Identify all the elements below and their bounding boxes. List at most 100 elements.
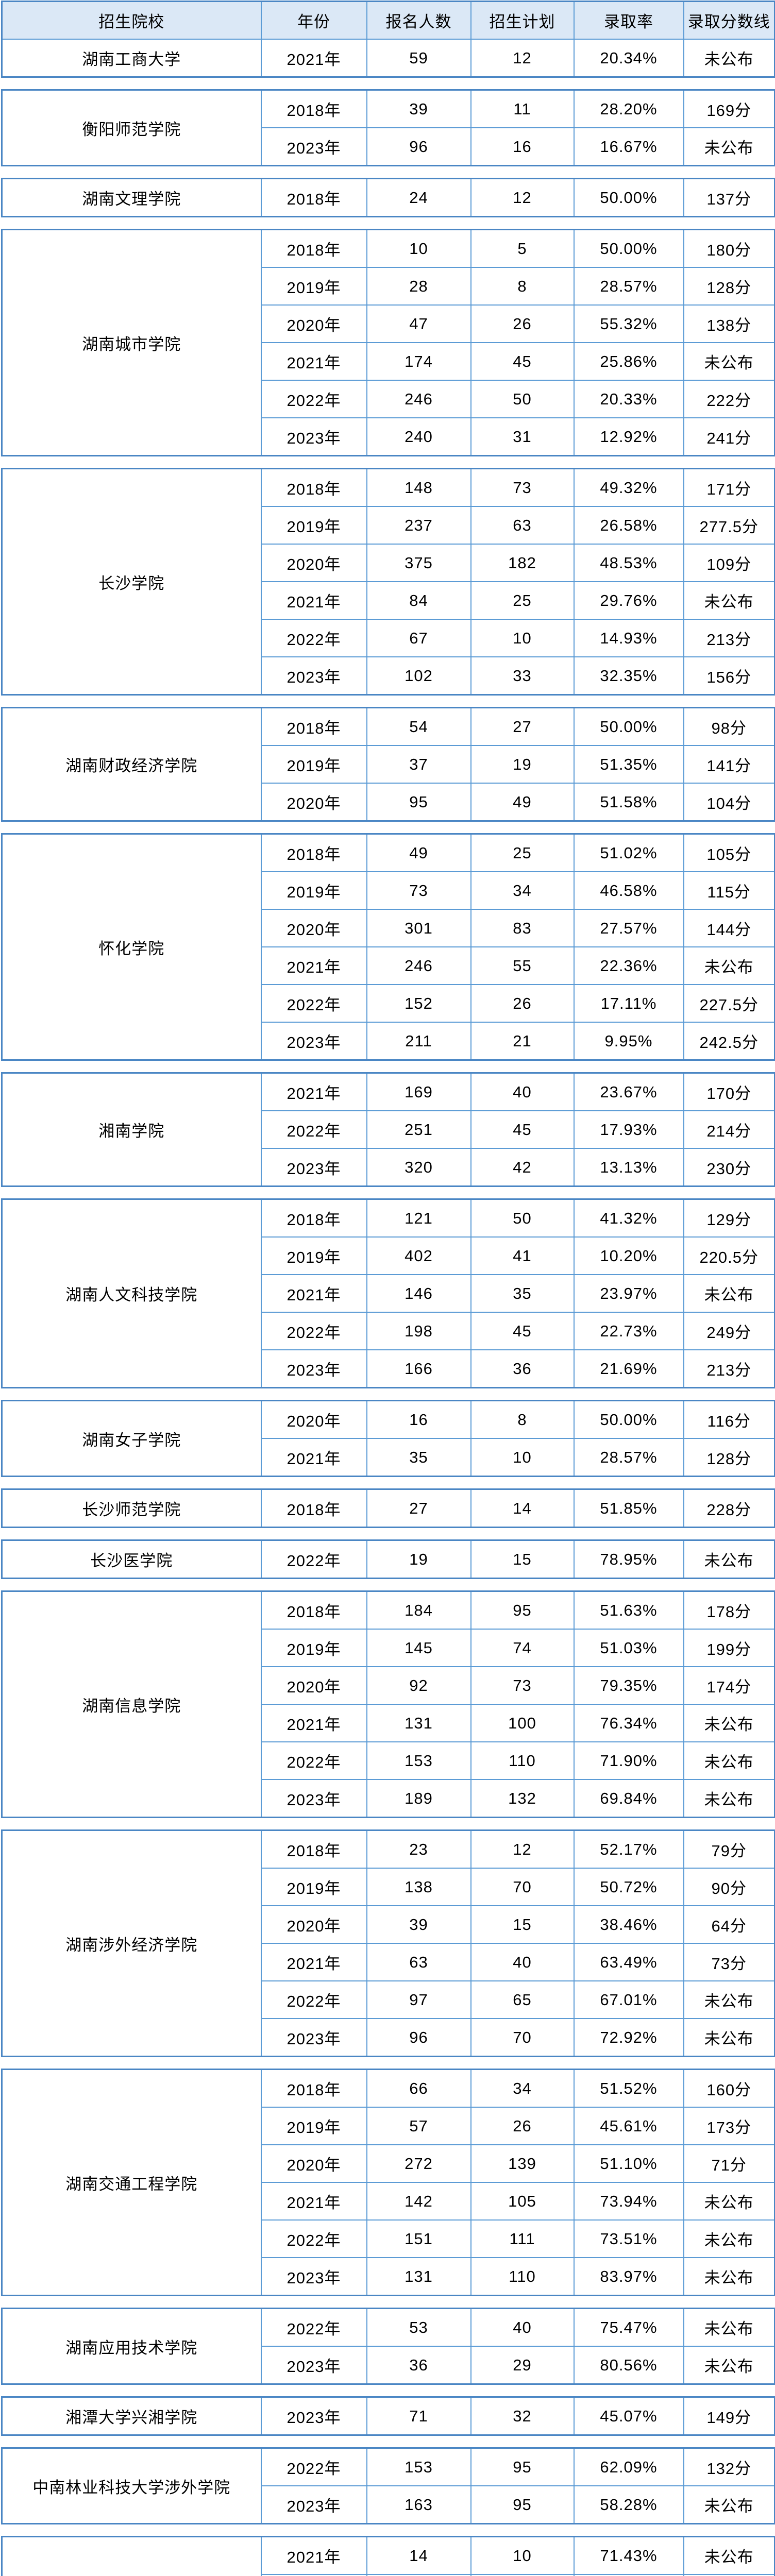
school-table: 湖南财政经济学院 2018年 54 27 50.00% 98分 2019年 37 19 51.35… — [1, 707, 775, 822]
year-cell: 2018年 — [260, 833, 367, 872]
rate-cell: 50.00% — [573, 178, 684, 217]
applicants-cell: 24 — [366, 178, 471, 217]
score-cell: 未公布 — [683, 1779, 775, 1818]
year-cell: 2020年 — [260, 783, 367, 822]
year-cell: 2018年 — [260, 1829, 367, 1869]
rate-cell: 16.67% — [573, 127, 684, 166]
rate-cell: 25.86% — [573, 342, 684, 381]
table-row: 衡阳师范学院 2018年 39 11 28.20% 169分 — [1, 89, 775, 166]
score-cell: 178分 — [683, 1590, 775, 1630]
table-row: 2021年 146 35 23.97% 未公布 — [2, 1274, 775, 1313]
table-row: 2022年 198 45 22.73% 249分 — [2, 1312, 775, 1350]
rate-cell: 17.93% — [573, 1110, 684, 1149]
applicants-cell: 23 — [366, 1829, 471, 1869]
table-row: 长沙师范学院 2018年 27 14 51.85% 228分 — [1, 1488, 775, 1528]
year-cell: 2018年 — [260, 178, 367, 217]
year-cell: 2019年 — [260, 1236, 367, 1275]
score-cell: 228分 — [683, 1488, 775, 1528]
rate-cell: 51.52% — [573, 2069, 684, 2108]
year-cell: 2022年 — [260, 1312, 367, 1350]
score-cell: 141分 — [683, 745, 775, 784]
plan-cell: 45 — [470, 342, 575, 381]
year-cell: 2018年 — [260, 468, 367, 507]
score-cell: 174分 — [683, 1666, 775, 1705]
applicants-cell: 237 — [366, 506, 471, 545]
table-row: 2023年 36 29 80.56% 未公布 — [2, 2346, 775, 2385]
plan-cell: 26 — [470, 984, 575, 1023]
applicants-cell: 375 — [366, 544, 471, 582]
rate-cell: 62.09% — [573, 2447, 684, 2486]
table-row: 2020年 92 73 79.35% 174分 — [2, 1666, 775, 1705]
year-cell: 2023年 — [260, 1148, 367, 1187]
school-name-cell: 长沙学院 — [1, 468, 262, 696]
table-row: 长沙医学院 2022年 19 15 78.95% 未公布 — [1, 1539, 775, 1579]
table-row: 2021年 35 10 28.57% 128分 — [2, 1438, 775, 1477]
applicants-cell: 198 — [366, 1312, 471, 1350]
school-name-cell: 长沙师范学院 — [1, 1488, 262, 1528]
applicants-cell: 49 — [366, 833, 471, 872]
applicants-cell: 35 — [366, 1438, 471, 1477]
rate-cell: 28.57% — [573, 1438, 684, 1477]
score-cell: 222分 — [683, 380, 775, 418]
plan-cell: 10 — [470, 1438, 575, 1477]
year-cell: 2018年 — [260, 707, 367, 746]
school-table: 湖南女子学院 2020年 16 8 50.00% 116分 2021年 35 10 28.57% 1… — [1, 1400, 775, 1477]
year-cell: 2021年 — [260, 2182, 367, 2221]
rate-cell: 73.94% — [573, 2182, 684, 2221]
table-row: 湘潭大学兴湘学院 2023年 71 32 45.07% 149分 — [1, 2396, 775, 2436]
score-cell: 未公布 — [683, 2574, 775, 2576]
rate-cell: 23.97% — [573, 1274, 684, 1313]
rate-cell: 50.72% — [573, 1868, 684, 1906]
applicants-cell: 148 — [366, 468, 471, 507]
table-row: 2019年 237 63 26.58% 277.5分 — [2, 506, 775, 545]
score-cell: 149分 — [683, 2396, 775, 2436]
applicants-cell: 151 — [366, 2219, 471, 2258]
school-name-cell: 长沙医学院 — [1, 1539, 262, 1579]
applicants-cell: 36 — [366, 2346, 471, 2385]
table-row: 2021年 246 55 22.36% 未公布 — [2, 946, 775, 985]
table-row: 湖南城市学院 2018年 10 5 50.00% 180分 — [1, 229, 775, 456]
applicants-cell: 240 — [366, 417, 471, 456]
year-cell: 2022年 — [260, 2447, 367, 2486]
score-cell: 未公布 — [683, 342, 775, 381]
score-cell: 未公布 — [683, 39, 775, 78]
school-table: 湖南交通工程学院 2018年 66 34 51.52% 160分 2019年 57 26 45.6… — [1, 2069, 775, 2296]
plan-cell: 55 — [470, 946, 575, 985]
score-cell: 109分 — [683, 544, 775, 582]
table-row: 2021年 63 40 63.49% 73分 — [2, 1943, 775, 1981]
score-cell: 242.5分 — [683, 1022, 775, 1061]
rate-cell: 51.58% — [573, 783, 684, 822]
year-cell: 2018年 — [260, 2069, 367, 2108]
table-row: 长沙学院 2018年 148 73 49.32% 171分 — [1, 468, 775, 696]
rate-cell: 12.92% — [573, 417, 684, 456]
year-cell: 2023年 — [260, 1779, 367, 1818]
rate-cell: 21.69% — [573, 1349, 684, 1388]
applicants-cell: 163 — [366, 2485, 471, 2524]
school-table: 长沙师范学院 2018年 27 14 51.85% 228分 — [1, 1488, 775, 1528]
school-table: 湖南城市学院 2018年 10 5 50.00% 180分 2019年 28 8 28.57% 12… — [1, 229, 775, 456]
applicants-cell: 102 — [366, 656, 471, 696]
rate-cell: 52.17% — [573, 1829, 684, 1869]
school-name-cell: 衡阳师范学院 — [1, 89, 262, 166]
score-cell: 213分 — [683, 619, 775, 657]
table-row: 2022年 151 111 73.51% 未公布 — [2, 2219, 775, 2258]
score-cell: 160分 — [683, 2069, 775, 2108]
plan-cell: 182 — [470, 544, 575, 582]
rate-cell: 80.56% — [573, 2346, 684, 2385]
plan-cell: 40 — [470, 2308, 575, 2347]
plan-cell: 40 — [470, 1072, 575, 1111]
school-name-cell: 湘潭大学兴湘学院 — [1, 2396, 262, 2436]
applicants-cell: 131 — [366, 1704, 471, 1742]
table-row: 2022年 251 45 17.93% 214分 — [2, 1110, 775, 1149]
applicants-cell: 146 — [366, 1274, 471, 1313]
year-cell: 2021年 — [260, 1072, 367, 1111]
year-cell: 2023年 — [260, 2018, 367, 2057]
column-header: 报名人数 — [366, 1, 471, 40]
rate-cell: 83.97% — [573, 2257, 684, 2296]
year-cell: 2021年 — [260, 581, 367, 620]
rate-cell: 50.00% — [573, 1400, 684, 1439]
school-table: 中南林业科技大学涉外学院 2022年 153 95 62.09% 132分 2023年 163… — [1, 2447, 775, 2524]
applicants-cell: 54 — [366, 707, 471, 746]
school-name-cell: 湖南城市学院 — [1, 229, 262, 456]
applicants-cell: 27 — [366, 1488, 471, 1528]
